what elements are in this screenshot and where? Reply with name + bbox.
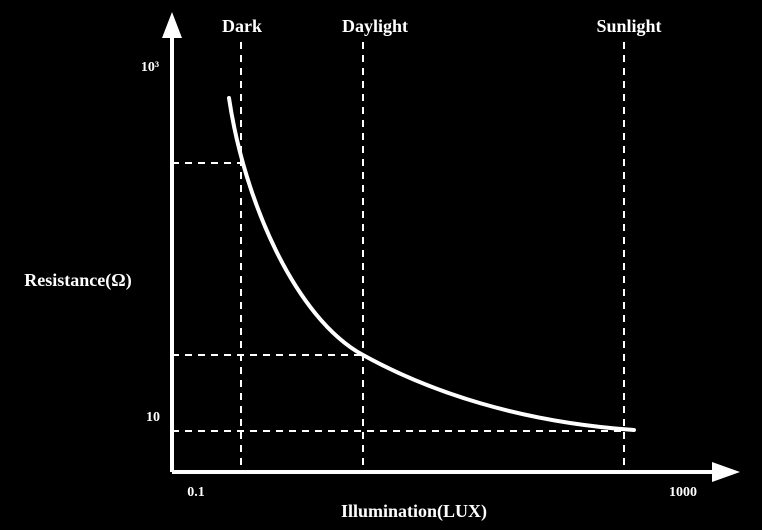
x-axis-arrow — [712, 462, 740, 482]
x-tick-label: 1000 — [669, 485, 697, 500]
marker-label: Sunlight — [596, 16, 661, 36]
x-axis-title: Illumination(LUX) — [341, 501, 487, 522]
y-axis-title: Resistance(Ω) — [24, 270, 131, 291]
y-tick-label: 10³ — [141, 60, 159, 75]
resistance-curve — [227, 96, 636, 432]
x-tick-label: 0.1 — [187, 485, 205, 500]
y-tick-label: 10 — [146, 410, 160, 425]
marker-label: Dark — [222, 16, 262, 36]
marker-label: Daylight — [342, 16, 408, 36]
y-axis-arrow — [162, 12, 182, 38]
